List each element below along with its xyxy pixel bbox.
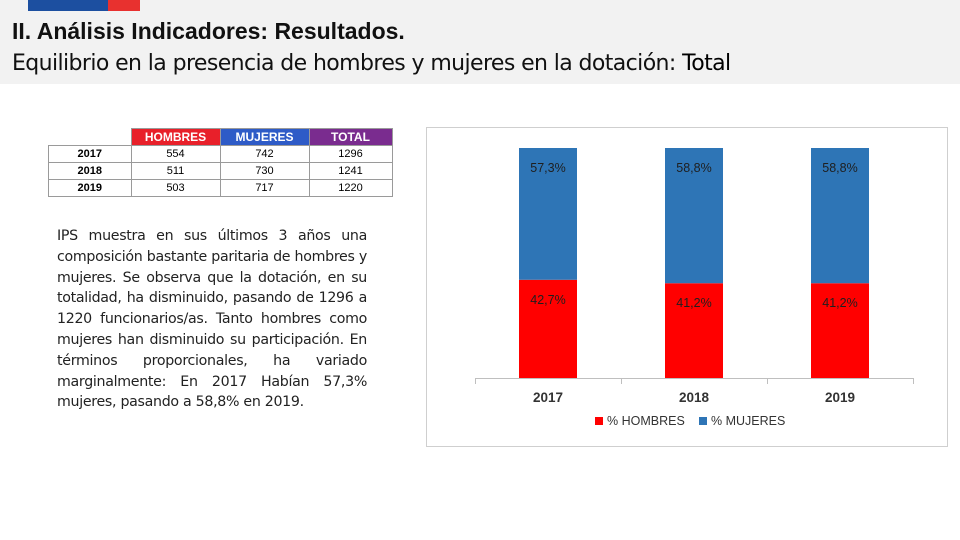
x-tick-label: 2017 — [533, 390, 563, 405]
col-header-mujeres: MUJERES — [219, 128, 310, 146]
cell-year: 2017 — [48, 145, 132, 163]
cell-total: 1220 — [308, 179, 393, 197]
flag-stripe-red — [108, 0, 140, 11]
header-band — [0, 0, 960, 84]
description-paragraph: IPS muestra en sus últimos 3 años una co… — [57, 228, 367, 411]
subtitle-text: Equilibrio en la presencia de hombres y … — [12, 51, 676, 76]
page-title: II. Análisis Indicadores: Resultados. — [12, 18, 405, 44]
cell-hombres: 511 — [130, 162, 221, 180]
bar-segment-hombres — [665, 283, 723, 378]
legend-label-mujeres: % MUJERES — [711, 414, 785, 428]
cell-year: 2018 — [48, 162, 132, 180]
cell-total: 1296 — [308, 145, 393, 163]
data-label-hombres: 41,2% — [822, 296, 857, 310]
data-label-mujeres: 58,8% — [822, 161, 857, 175]
stacked-bar-chart: 42,7% 57,3% 2017 41,2% 58,8% 2018 41,2% 58,8% 20… — [475, 148, 914, 428]
cell-hombres: 554 — [130, 145, 221, 163]
x-tick-label: 2018 — [679, 390, 710, 405]
bar-segment-mujeres — [665, 148, 723, 284]
cell-mujeres: 730 — [219, 162, 310, 180]
legend-label-hombres: % HOMBRES — [607, 414, 685, 428]
col-header-total: TOTAL — [308, 128, 393, 146]
table-row: 2018 511 730 1241 — [48, 162, 393, 180]
data-label-mujeres: 57,3% — [530, 161, 565, 175]
cell-mujeres: 717 — [219, 179, 310, 197]
page-subtitle: Equilibrio en la presencia de hombres y … — [12, 51, 731, 76]
cell-total: 1241 — [308, 162, 393, 180]
x-tick-label: 2019 — [825, 390, 855, 405]
data-table: HOMBRES MUJERES TOTAL 2017 554 742 1296 … — [48, 128, 393, 197]
table-header-row: HOMBRES MUJERES TOTAL — [48, 128, 393, 146]
legend-swatch-mujeres — [699, 417, 707, 425]
bar-segment-mujeres — [811, 148, 869, 284]
bar-segment-mujeres — [519, 148, 577, 280]
chart-container: 42,7% 57,3% 2017 41,2% 58,8% 2018 41,2% 58,8% 20… — [426, 127, 948, 447]
cell-hombres: 503 — [130, 179, 221, 197]
col-header-hombres: HOMBRES — [130, 128, 221, 146]
cell-mujeres: 742 — [219, 145, 310, 163]
flag-stripe-blue — [28, 0, 108, 11]
data-label-mujeres: 58,8% — [676, 161, 711, 175]
bar-segment-hombres — [811, 283, 869, 378]
table-row: 2017 554 742 1296 — [48, 145, 393, 163]
table-row: 2019 503 717 1220 — [48, 179, 393, 197]
legend-swatch-hombres — [595, 417, 603, 425]
cell-year: 2019 — [48, 179, 132, 197]
subtitle-bold: Total — [682, 51, 731, 76]
data-label-hombres: 41,2% — [676, 296, 711, 310]
data-label-hombres: 42,7% — [530, 293, 565, 307]
table-corner — [48, 128, 131, 146]
bar-segment-hombres — [519, 279, 577, 378]
